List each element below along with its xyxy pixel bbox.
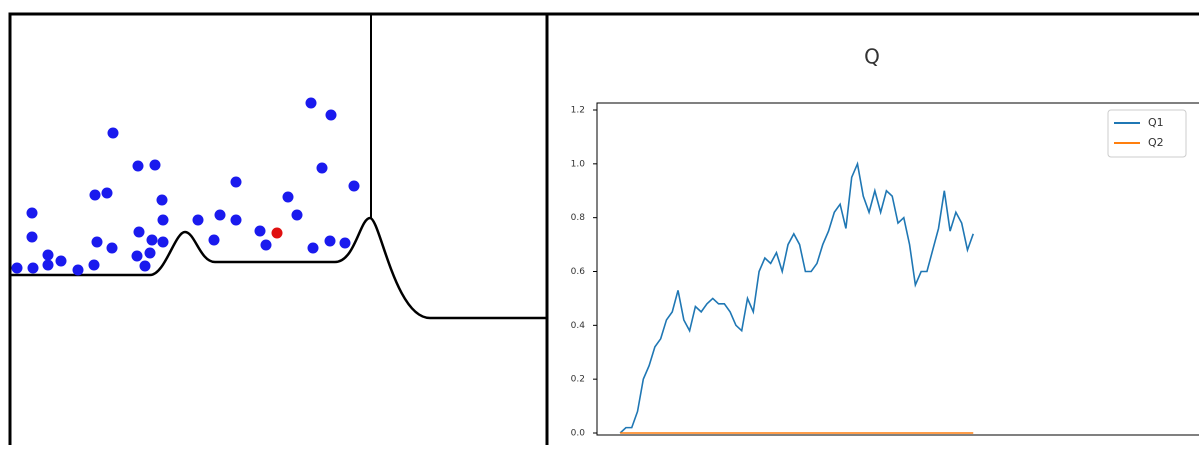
y-tick-label: 0.4 [571,321,586,331]
chart-panel: Q 0.0 0.2 0.4 0.6 0.8 1.0 1.2 Q1 Q2 [571,45,1199,439]
y-tick-label: 0.0 [571,429,586,439]
y-tick-label: 0.6 [571,267,586,277]
legend-label: Q2 [1148,136,1164,149]
y-tick-label: 1.2 [571,106,585,116]
simulation-panel [10,14,1199,445]
y-tick-label: 0.2 [571,375,585,385]
screen: Q 0.0 0.2 0.4 0.6 0.8 1.0 1.2 Q1 Q2 [0,0,1199,445]
y-tick-label: 1.0 [571,159,586,169]
active-particle [272,228,283,239]
chart-title: Q [864,45,880,69]
series-line [620,164,973,433]
legend-box [1108,110,1186,157]
y-tick-label: 0.8 [571,213,586,223]
legend-label: Q1 [1148,116,1164,129]
